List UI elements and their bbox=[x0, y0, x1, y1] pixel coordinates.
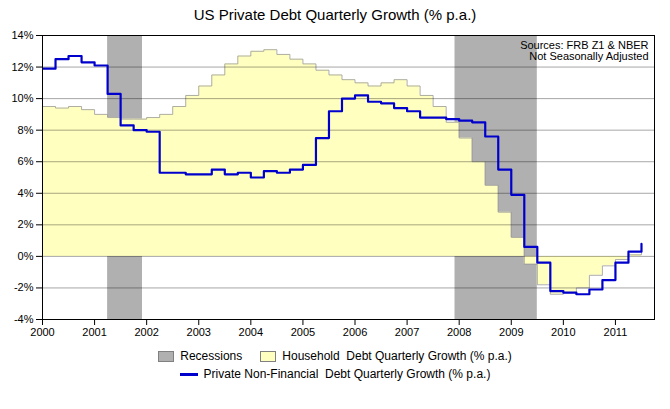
svg-text:2009: 2009 bbox=[499, 326, 523, 338]
svg-text:0%: 0% bbox=[18, 250, 34, 262]
svg-text:8%: 8% bbox=[18, 124, 34, 136]
svg-text:4%: 4% bbox=[18, 187, 34, 199]
svg-text:-2%: -2% bbox=[14, 281, 34, 293]
svg-text:2002: 2002 bbox=[134, 326, 158, 338]
svg-text:2001: 2001 bbox=[82, 326, 106, 338]
html-text:Recessions: Recessions bbox=[180, 349, 243, 363]
svg-text:2005: 2005 bbox=[291, 326, 315, 338]
svg-text:14%: 14% bbox=[11, 29, 33, 41]
html-text:Household Debt Quarterly Growt: Household Debt Quarterly Growth (% p.a.) bbox=[282, 349, 512, 363]
html-text:US Private Debt Quarterly Grow: US Private Debt Quarterly Growth (% p.a.… bbox=[193, 6, 477, 23]
svg-text:2007: 2007 bbox=[395, 326, 419, 338]
svg-text:2003: 2003 bbox=[187, 326, 211, 338]
svg-text:2000: 2000 bbox=[30, 326, 54, 338]
svg-text:2004: 2004 bbox=[239, 326, 263, 338]
svg-text:Sources: FRB Z1 & NBERNot Seas: Sources: FRB Z1 & NBERNot Seasonally Adj… bbox=[520, 39, 648, 62]
svg-text:2%: 2% bbox=[18, 218, 34, 230]
svg-text:2011: 2011 bbox=[604, 326, 628, 338]
svg-text:2010: 2010 bbox=[551, 326, 575, 338]
svg-text:-4%: -4% bbox=[14, 313, 34, 325]
svg-text:12%: 12% bbox=[11, 61, 33, 73]
svg-text:6%: 6% bbox=[18, 155, 34, 167]
svg-text:10%: 10% bbox=[11, 92, 33, 104]
svg-text:2006: 2006 bbox=[343, 326, 367, 338]
svg-text:2008: 2008 bbox=[447, 326, 471, 338]
html-text:Private Non-Financial Debt Qua: Private Non-Financial Debt Quarterly Gro… bbox=[203, 367, 491, 381]
